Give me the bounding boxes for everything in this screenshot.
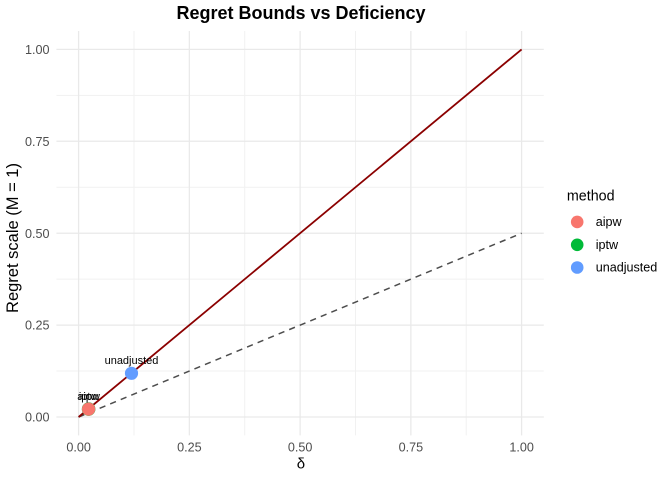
svg-text:iptw: iptw <box>596 238 619 252</box>
svg-text:aipw: aipw <box>596 215 623 229</box>
svg-text:0.50: 0.50 <box>288 440 313 454</box>
svg-text:δ: δ <box>297 456 305 473</box>
svg-text:1.00: 1.00 <box>509 440 534 454</box>
svg-text:0.25: 0.25 <box>25 319 50 333</box>
svg-text:Regret scale (M = 1): Regret scale (M = 1) <box>4 163 22 313</box>
svg-text:iptw: iptw <box>79 391 99 403</box>
svg-text:unadjusted: unadjusted <box>596 261 658 275</box>
svg-text:0.50: 0.50 <box>25 227 50 241</box>
svg-text:0.75: 0.75 <box>25 135 50 149</box>
svg-text:aipw: aipw <box>77 391 100 403</box>
svg-text:Regret Bounds vs Deficiency: Regret Bounds vs Deficiency <box>176 3 425 23</box>
svg-text:unadjusted: unadjusted <box>105 355 159 367</box>
svg-text:0.25: 0.25 <box>177 440 202 454</box>
svg-text:0.75: 0.75 <box>399 440 424 454</box>
svg-text:0.00: 0.00 <box>25 411 50 425</box>
svg-text:0.00: 0.00 <box>66 440 91 454</box>
svg-text:method: method <box>567 188 615 204</box>
svg-text:1.00: 1.00 <box>25 43 50 57</box>
